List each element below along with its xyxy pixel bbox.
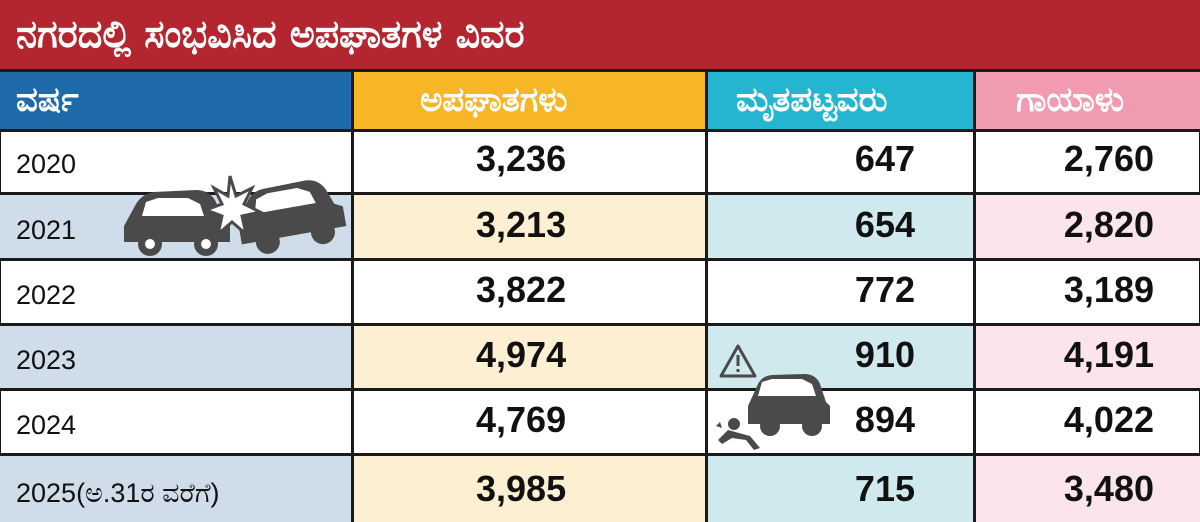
accidents-cell: 4,974 xyxy=(354,326,708,391)
injured-cell: 3,480 xyxy=(976,456,1200,522)
accidents-cell: 3,213 xyxy=(354,195,708,261)
table-row: 2020 3,236 647 2,760 xyxy=(0,132,1200,195)
injured-cell: 2,760 xyxy=(976,132,1200,195)
table-row: 2024 4,769 894 4,022 xyxy=(0,391,1200,456)
accidents-cell: 3,985 xyxy=(354,456,708,522)
year-cell: 2025(ಅ.31ರ ವರೆಗೆ) xyxy=(0,456,354,522)
header-injured: ಗಾಯಾಳು xyxy=(976,72,1200,132)
year-cell: 2022 xyxy=(0,261,354,326)
header-accidents: ಅಪಘಾತಗಳು xyxy=(354,72,708,132)
header-row: ವರ್ಷ ಅಪಘಾತಗಳು ಮೃತಪಟ್ಟವರು ಗಾಯಾಳು xyxy=(0,72,1200,132)
deaths-cell: 772 xyxy=(708,261,976,326)
year-cell: 2023 xyxy=(0,326,354,391)
car-crash-icon xyxy=(124,175,347,256)
pedestrian-hit-icon xyxy=(716,374,830,450)
injured-cell: 3,189 xyxy=(976,261,1200,326)
table-row: 2025(ಅ.31ರ ವರೆಗೆ) 3,985 715 3,480 xyxy=(0,456,1200,522)
injured-cell: 2,820 xyxy=(976,195,1200,261)
deaths-cell: 654 xyxy=(708,195,976,261)
year-cell: 2024 xyxy=(0,391,354,456)
accidents-cell: 4,769 xyxy=(354,391,708,456)
injured-cell: 4,022 xyxy=(976,391,1200,456)
header-year: ವರ್ಷ xyxy=(0,72,354,132)
table-title: ನಗರದಲ್ಲಿ ಸಂಭವಿಸಿದ ಅಪಘಾತಗಳ ವಿವರ xyxy=(0,0,1200,72)
deaths-cell: 910 xyxy=(708,326,976,391)
accidents-cell: 3,822 xyxy=(354,261,708,326)
deaths-cell: 894 xyxy=(708,391,976,456)
table-row: 2023 4,974 910 4,191 xyxy=(0,326,1200,391)
table-row: 2022 3,822 772 3,189 xyxy=(0,261,1200,326)
title-text: ನಗರದಲ್ಲಿ ಸಂಭವಿಸಿದ ಅಪಘಾತಗಳ ವಿವರ xyxy=(16,12,525,56)
header-deaths: ಮೃತಪಟ್ಟವರು xyxy=(708,72,976,132)
accidents-cell: 3,236 xyxy=(354,132,708,195)
warning-icon xyxy=(719,344,757,378)
deaths-cell: 647 xyxy=(708,132,976,195)
deaths-cell: 715 xyxy=(708,456,976,522)
injured-cell: 4,191 xyxy=(976,326,1200,391)
